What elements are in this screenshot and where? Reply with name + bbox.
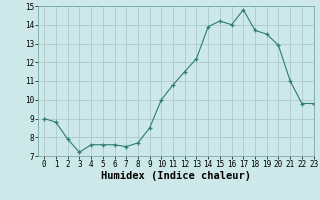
X-axis label: Humidex (Indice chaleur): Humidex (Indice chaleur) — [101, 171, 251, 181]
